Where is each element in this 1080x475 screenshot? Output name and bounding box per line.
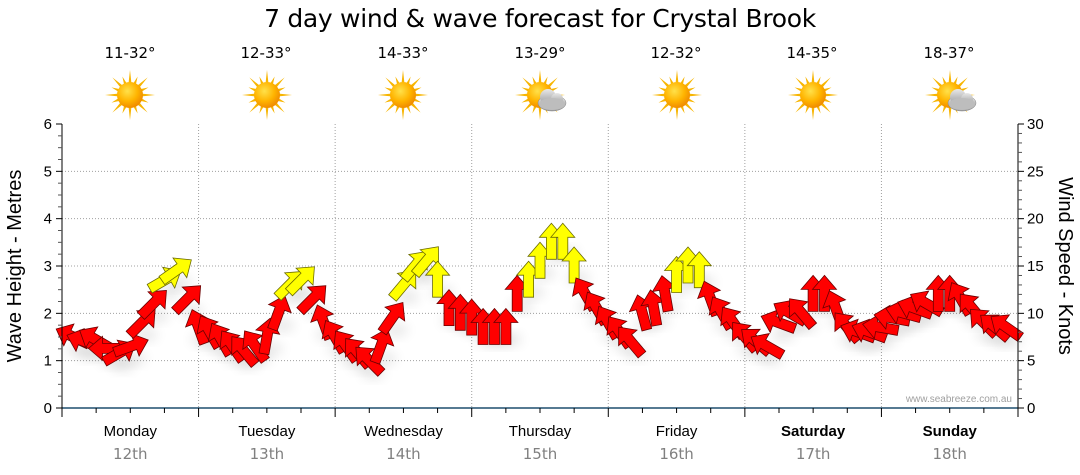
left-tick-label: 3 <box>44 258 52 275</box>
day-date: 15th <box>523 445 557 463</box>
day-temp: 14-33° <box>377 44 429 62</box>
right-tick-label: 15 <box>1027 258 1044 275</box>
wind-arrow <box>493 307 519 345</box>
day-date: 18th <box>932 445 966 463</box>
right-tick-label: 10 <box>1027 305 1044 322</box>
wind-arrow <box>750 333 786 360</box>
day-date: 13th <box>250 445 284 463</box>
left-tick-label: 0 <box>44 400 52 417</box>
day-date: 17th <box>796 445 830 463</box>
day-temp: 11-32° <box>104 44 156 62</box>
wind-arrow <box>424 260 451 298</box>
day-temp: 12-32° <box>650 44 702 62</box>
wind-arrow <box>136 290 167 321</box>
day-label: Wednesday <box>364 423 443 440</box>
cloud-icon <box>537 89 567 112</box>
partly-cloudy-icon <box>922 70 978 120</box>
day-date: 12th <box>113 445 147 463</box>
right-axis-title: Wind Speed - Knots <box>1054 177 1076 355</box>
right-tick-label: 25 <box>1027 163 1044 180</box>
day-label: Monday <box>104 423 158 440</box>
wind-arrow <box>811 274 838 312</box>
sunny-icon <box>785 70 841 120</box>
sunny-icon <box>649 70 705 120</box>
day-label: Saturday <box>781 423 846 440</box>
wind-arrow <box>158 257 192 286</box>
day-label: Thursday <box>509 423 572 440</box>
wind-arrow <box>296 285 327 316</box>
day-date: 14th <box>386 445 420 463</box>
wind-arrow <box>284 266 315 297</box>
sunny-icon <box>375 70 431 120</box>
wind-arrow <box>990 314 1024 342</box>
left-tick-label: 5 <box>44 163 52 180</box>
wind-arrow <box>355 346 386 377</box>
wind-arrow <box>267 294 292 332</box>
wind-arrows <box>55 222 1024 377</box>
right-tick-label: 20 <box>1027 211 1044 228</box>
left-tick-label: 1 <box>44 353 52 370</box>
wind-arrow <box>788 298 818 331</box>
right-tick-label: 0 <box>1027 400 1035 417</box>
day-temp: 18-37° <box>923 44 975 62</box>
cloud-icon <box>947 89 976 112</box>
wind-arrow <box>561 246 587 284</box>
watermark: www.seabreeze.com.au <box>905 394 1012 405</box>
day-temp: 12-33° <box>240 44 292 62</box>
wind-arrow <box>242 330 270 364</box>
wind-arrow <box>686 251 713 289</box>
left-tick-label: 2 <box>44 305 52 322</box>
wind-arrow <box>369 328 395 365</box>
wind-arrow <box>171 285 202 316</box>
day-label: Tuesday <box>238 423 295 440</box>
left-axis-title: Wave Height - Metres <box>4 170 26 363</box>
wind-arrow <box>549 222 576 260</box>
sunny-icon <box>102 70 158 120</box>
right-tick-label: 30 <box>1027 116 1044 133</box>
day-temp: 13-29° <box>514 44 566 62</box>
day-temp: 14-35° <box>786 44 838 62</box>
right-tick-label: 5 <box>1027 353 1035 370</box>
day-label: Friday <box>656 423 698 440</box>
partly-cloudy-icon <box>512 70 568 120</box>
axes: 0 1 2 3 4 5 6 0 5 10 15 20 25 30 Monday 12th Tuesday 13th… <box>44 116 1044 463</box>
chart-title: 7 day wind & wave forecast for Crystal B… <box>264 4 816 33</box>
wind-arrow <box>377 302 406 336</box>
day-date: 16th <box>659 445 693 463</box>
sunny-icon <box>239 70 295 120</box>
day-label: Sunday <box>923 423 978 440</box>
left-tick-label: 4 <box>44 211 52 228</box>
wind-arrow <box>618 326 647 359</box>
left-tick-label: 6 <box>44 116 52 133</box>
